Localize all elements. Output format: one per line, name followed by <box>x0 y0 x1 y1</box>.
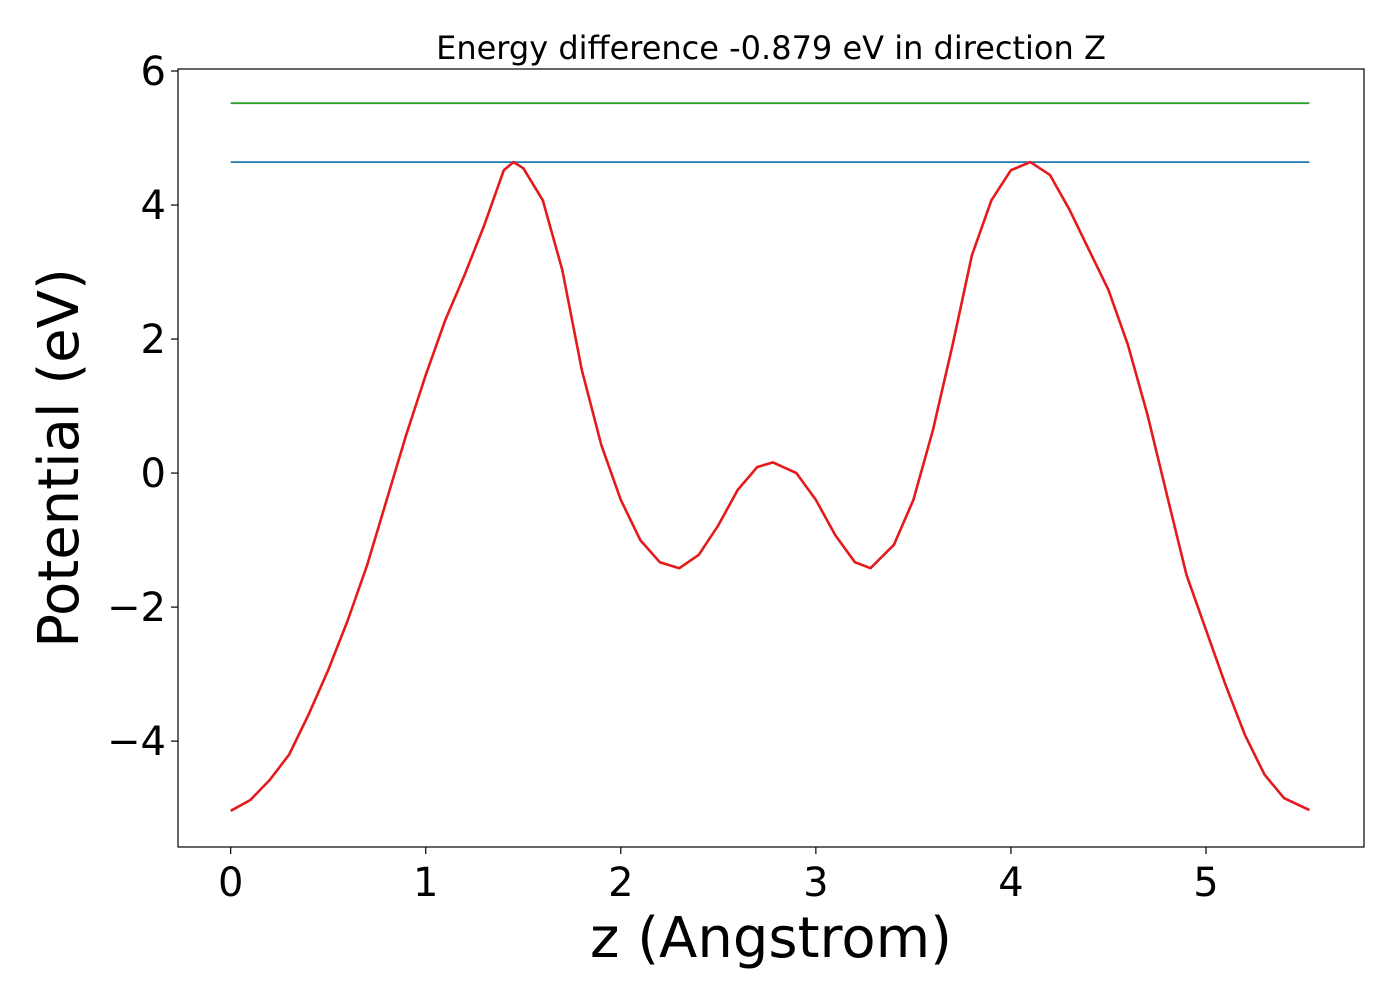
y-tick-label: 2 <box>141 317 166 363</box>
x-tick-label: 1 <box>413 860 438 906</box>
y-tick-label: 0 <box>141 451 166 497</box>
x-tick-label: 0 <box>218 860 243 906</box>
x-tick-label: 4 <box>998 860 1023 906</box>
series-line-potential <box>230 160 1310 812</box>
y-tick-label: 4 <box>141 183 166 229</box>
y-axis-label: Potential (eV) <box>27 268 92 648</box>
y-tick-label: 6 <box>141 49 166 95</box>
chart-title: Energy difference -0.879 eV in direction… <box>436 29 1106 67</box>
x-axis-label: z (Angstrom) <box>590 906 952 971</box>
x-tick-label: 2 <box>608 860 633 906</box>
x-tick-label: 5 <box>1193 860 1218 906</box>
y-tick-label: −2 <box>107 585 166 631</box>
plot-frame <box>177 68 1365 848</box>
x-tick-label: 3 <box>803 860 828 906</box>
y-tick-label: −4 <box>107 719 166 765</box>
